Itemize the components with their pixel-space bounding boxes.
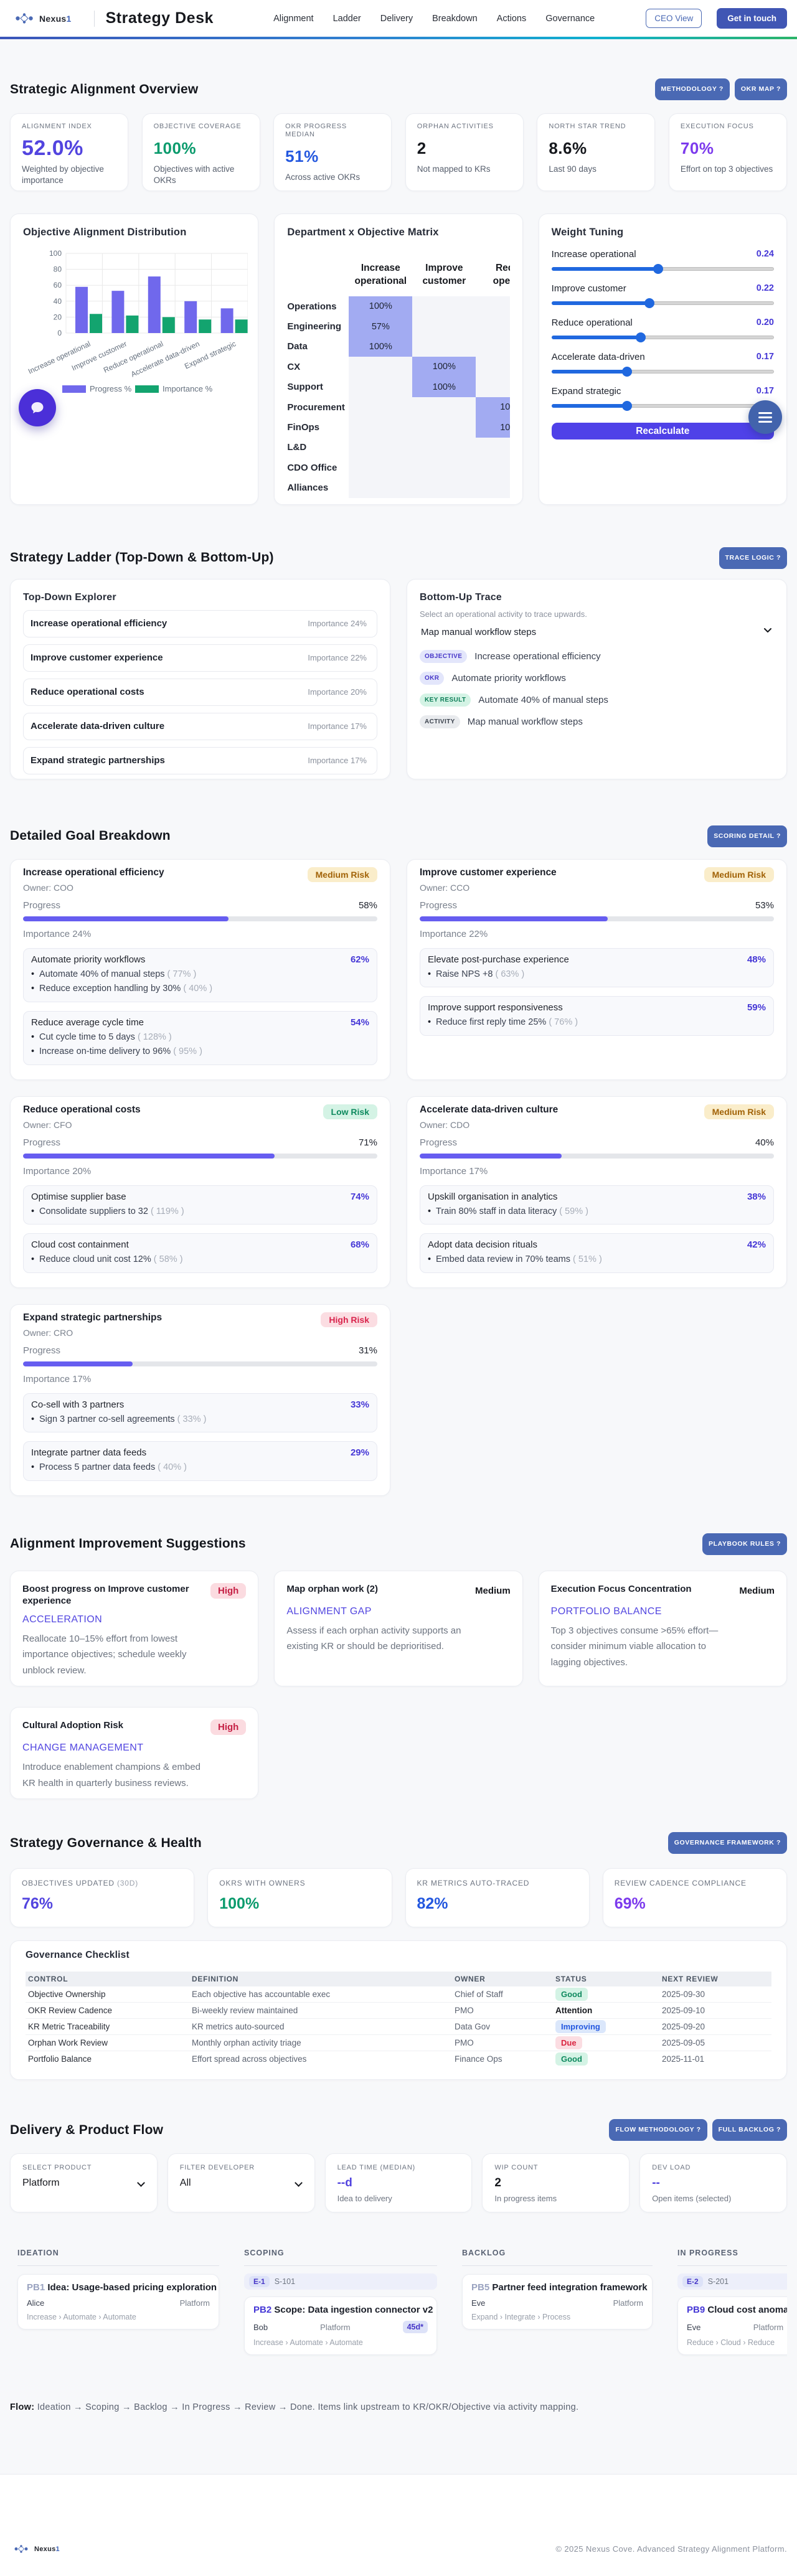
svg-text:100: 100 bbox=[49, 249, 62, 258]
svg-text:20: 20 bbox=[54, 313, 62, 321]
svg-text:Importance %: Importance % bbox=[163, 384, 213, 393]
svg-text:0: 0 bbox=[57, 329, 62, 337]
svg-text:Increase operational: Increase operational bbox=[27, 339, 92, 376]
svg-text:40: 40 bbox=[54, 297, 62, 306]
svg-text:Progress %: Progress % bbox=[90, 384, 132, 393]
svg-text:80: 80 bbox=[54, 265, 62, 274]
svg-text:60: 60 bbox=[54, 281, 62, 289]
